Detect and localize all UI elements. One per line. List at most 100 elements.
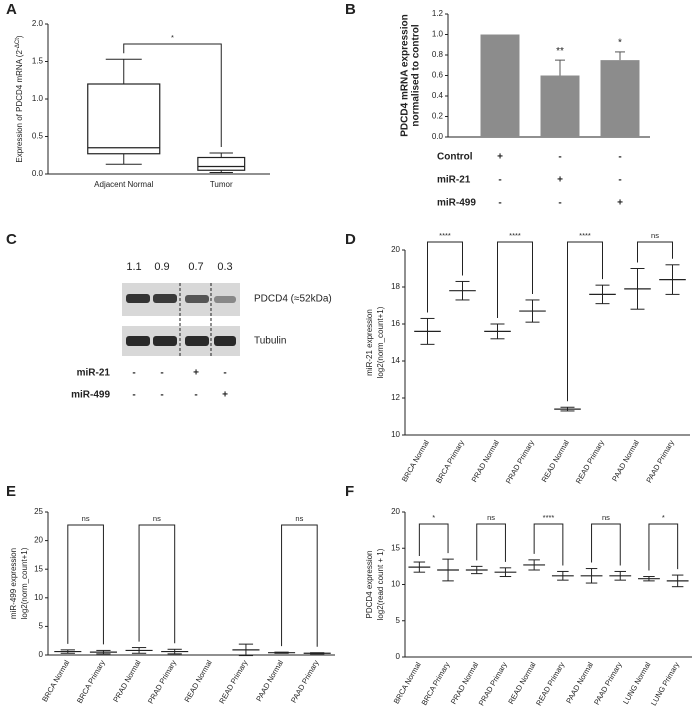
- panel-label: F: [345, 483, 354, 500]
- y-tick-label: 1.0: [32, 94, 44, 103]
- significance-bracket: [427, 241, 463, 313]
- condition-sign: -: [498, 198, 501, 209]
- y-tick-label: 0.2: [432, 112, 444, 121]
- significance-bracket: [648, 523, 679, 571]
- y-tick-label: 0.0: [32, 169, 44, 178]
- panel-label: D: [345, 231, 356, 248]
- x-tick-label: PRAD Primary: [146, 658, 178, 705]
- y-tick-label: 0.6: [432, 71, 444, 80]
- significance-bracket: [533, 523, 564, 566]
- significance-bracket: [567, 241, 603, 402]
- y-axis-label: normalised to control: [411, 24, 422, 126]
- x-tick-label: PAAD Primary: [644, 438, 676, 484]
- x-tick-label: BRCA Primary: [420, 660, 452, 707]
- y-axis-label: miR-21 expression: [365, 309, 374, 376]
- x-tick-label: PAAD Normal: [564, 660, 595, 705]
- y-axis-label: Expression of PDCD4 mRNA (2-ΔCt): [15, 35, 25, 163]
- x-tick-label: Adjacent Normal: [94, 180, 153, 189]
- condition-sign: -: [160, 368, 163, 379]
- x-tick-label: PAAD Primary: [289, 658, 321, 704]
- y-axis-label: log2(norm_count+1): [376, 306, 385, 378]
- condition-sign: -: [618, 152, 621, 163]
- x-tick-label: READ Normal: [540, 438, 572, 484]
- condition-sign: +: [557, 175, 563, 186]
- panel-label: C: [6, 231, 17, 248]
- x-tick-label: PAAD Normal: [254, 658, 285, 703]
- significance-label: ****: [543, 513, 555, 522]
- bar: [540, 75, 580, 137]
- panel-label: E: [6, 483, 16, 500]
- significance-bracket: [281, 524, 318, 647]
- significance-bracket: [637, 241, 673, 263]
- condition-label: miR-21: [437, 175, 471, 186]
- box: [197, 156, 246, 171]
- significance-label: ns: [295, 514, 303, 523]
- y-tick-label: 12: [391, 393, 400, 402]
- significance-label: *: [618, 38, 622, 49]
- density-value: 0.3: [217, 261, 232, 273]
- x-tick-label: PAAD Primary: [592, 660, 624, 706]
- significance-label: ns: [487, 513, 495, 522]
- condition-sign: +: [497, 152, 503, 163]
- y-axis-label: log2(read count + 1): [376, 548, 385, 620]
- x-tick-label: LUNG Primary: [649, 660, 681, 707]
- condition-sign: -: [618, 175, 621, 186]
- significance-label: ns: [651, 231, 659, 240]
- significance-label: ns: [602, 513, 610, 522]
- y-axis-label: miR-499 expression: [9, 548, 18, 619]
- significance-label: **: [556, 46, 564, 57]
- y-axis-label: log2(norm_count+1): [20, 547, 29, 619]
- x-tick-label: BRCA Normal: [392, 660, 423, 705]
- panel-label: B: [345, 1, 356, 18]
- box: [87, 83, 161, 155]
- x-tick-label: BRCA Primary: [75, 658, 107, 705]
- condition-sign: -: [194, 390, 197, 401]
- condition-sign: -: [223, 368, 226, 379]
- x-tick-label: Tumor: [210, 180, 233, 189]
- panel-label: A: [6, 1, 17, 18]
- y-axis-label-text: ): [15, 35, 24, 38]
- condition-label: Control: [437, 152, 473, 163]
- significance-label: *: [171, 33, 174, 42]
- y-tick-label: 10: [34, 593, 43, 602]
- y-axis-label-superscript: -ΔCt: [15, 38, 21, 50]
- condition-sign: +: [617, 198, 623, 209]
- significance-bracket: [418, 523, 449, 557]
- band-label: PDCD4 (≈52kDa): [254, 294, 332, 305]
- significance-label: ****: [509, 231, 521, 240]
- y-tick-label: 0: [396, 652, 401, 661]
- blot-band: [185, 336, 209, 346]
- x-tick-label: READ Primary: [217, 658, 249, 705]
- x-tick-label: PRAD Primary: [477, 660, 509, 707]
- y-tick-label: 2.0: [32, 19, 44, 28]
- condition-label: miR-21: [77, 368, 111, 379]
- blot-band: [153, 294, 177, 303]
- y-tick-label: 1.0: [432, 30, 444, 39]
- band-label: Tubulin: [254, 336, 286, 347]
- y-tick-label: 15: [34, 564, 43, 573]
- condition-label: miR-499: [71, 390, 110, 401]
- blot-band: [126, 336, 150, 346]
- x-tick-label: BRCA Normal: [400, 438, 431, 483]
- x-tick-label: BRCA Normal: [40, 658, 71, 703]
- y-tick-label: 20: [391, 245, 400, 254]
- significance-label: *: [662, 513, 665, 522]
- blot-band: [185, 295, 209, 303]
- x-tick-label: PAAD Normal: [610, 438, 641, 483]
- significance-label: ****: [579, 231, 591, 240]
- x-tick-label: PRAD Primary: [504, 438, 536, 485]
- y-tick-label: 0.0: [432, 132, 444, 141]
- x-tick-label: LUNG Normal: [621, 660, 653, 706]
- blot-band: [126, 294, 150, 303]
- condition-sign: -: [558, 152, 561, 163]
- condition-sign: -: [160, 390, 163, 401]
- significance-bracket: [123, 43, 222, 147]
- y-tick-label: 0.5: [32, 132, 44, 141]
- condition-sign: -: [498, 175, 501, 186]
- blot-band: [214, 336, 236, 346]
- x-tick-label: PRAD Normal: [470, 438, 502, 484]
- significance-bracket: [497, 241, 533, 318]
- y-tick-label: 1.5: [32, 57, 44, 66]
- bar: [480, 34, 520, 137]
